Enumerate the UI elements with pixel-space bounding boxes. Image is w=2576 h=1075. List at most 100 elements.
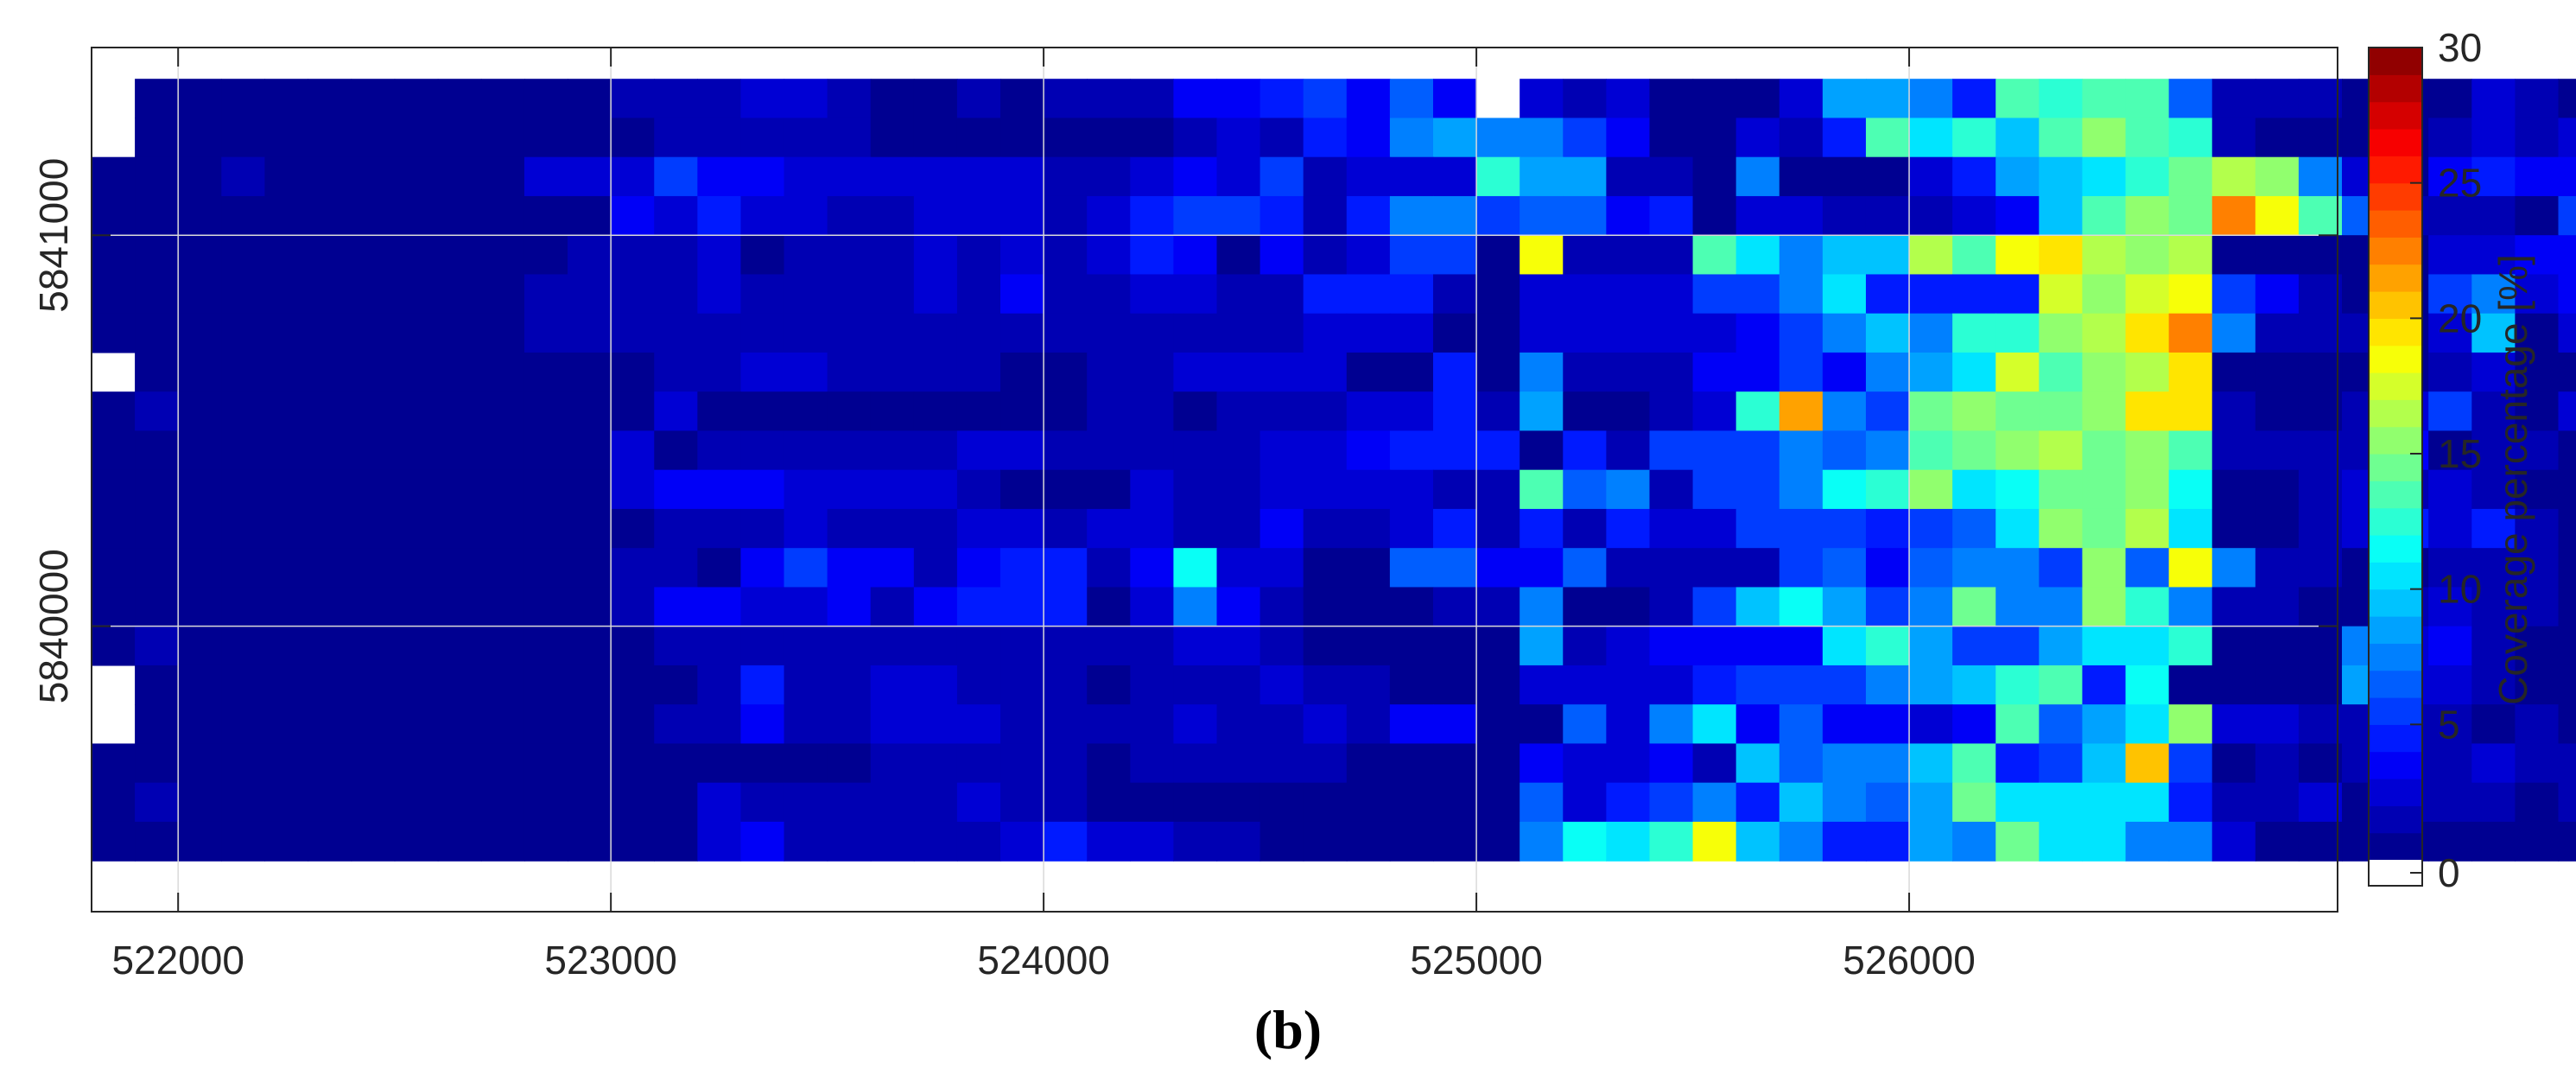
heatmap-cell bbox=[2168, 469, 2213, 510]
heatmap-cell bbox=[1865, 548, 1910, 588]
heatmap-cell bbox=[1346, 195, 1391, 236]
heatmap-cell bbox=[1779, 743, 1824, 784]
heatmap-cell bbox=[2168, 391, 2213, 432]
heatmap-cell bbox=[2515, 430, 2560, 471]
heatmap-cell bbox=[1735, 79, 1780, 119]
heatmap-cell bbox=[654, 156, 698, 197]
heatmap-cell bbox=[913, 469, 958, 510]
heatmap-cell bbox=[1303, 782, 1348, 823]
colorbar-frame bbox=[2368, 47, 2423, 887]
heatmap-cell bbox=[2211, 821, 2256, 862]
heatmap-cell bbox=[1087, 548, 1131, 588]
heatmap-cell bbox=[1044, 665, 1088, 705]
heatmap-cell bbox=[1303, 704, 1348, 745]
heatmap-cell bbox=[913, 313, 958, 353]
heatmap-cell bbox=[351, 79, 396, 119]
heatmap-cell bbox=[654, 118, 698, 158]
heatmap-cell bbox=[913, 430, 958, 471]
heatmap-cell bbox=[351, 391, 396, 432]
heatmap-cell bbox=[1432, 391, 1477, 432]
heatmap-cell bbox=[2558, 391, 2576, 432]
heatmap-cell bbox=[1044, 587, 1088, 627]
heatmap-cell bbox=[1000, 743, 1044, 784]
heatmap-cell bbox=[1000, 548, 1044, 588]
heatmap-cell bbox=[2211, 313, 2256, 353]
heatmap-cell bbox=[1649, 587, 1694, 627]
heatmap-cell bbox=[2211, 352, 2256, 392]
heatmap-cell bbox=[740, 626, 785, 666]
heatmap-cell bbox=[1476, 626, 1520, 666]
heatmap-cell bbox=[827, 626, 872, 666]
colorbar-swatch bbox=[2369, 399, 2422, 428]
heatmap-cell bbox=[2471, 156, 2516, 197]
heatmap-cell bbox=[523, 79, 568, 119]
heatmap-cell bbox=[2255, 430, 2300, 471]
heatmap-cell bbox=[2039, 782, 2084, 823]
heatmap-cell bbox=[913, 548, 958, 588]
heatmap-cell bbox=[1389, 743, 1434, 784]
heatmap-cell bbox=[135, 548, 179, 588]
heatmap-cell bbox=[221, 587, 265, 627]
heatmap-cell bbox=[870, 704, 915, 745]
heatmap-cell bbox=[523, 782, 568, 823]
heatmap-cell bbox=[568, 313, 612, 353]
heatmap-cell bbox=[1389, 391, 1434, 432]
heatmap-cell bbox=[1909, 587, 1953, 627]
heatmap-cell bbox=[1822, 704, 1867, 745]
heatmap-cell bbox=[1346, 79, 1391, 119]
heatmap-cell bbox=[92, 508, 136, 549]
heatmap-cell bbox=[740, 587, 785, 627]
heatmap-cell bbox=[178, 274, 222, 315]
heatmap-cell bbox=[308, 235, 352, 276]
heatmap-cell bbox=[178, 508, 222, 549]
heatmap-cell bbox=[913, 743, 958, 784]
heatmap-cell bbox=[2125, 821, 2170, 862]
heatmap-cell bbox=[740, 665, 785, 705]
heatmap-cell bbox=[1216, 430, 1261, 471]
heatmap-cell bbox=[178, 469, 222, 510]
heatmap-cell bbox=[1130, 235, 1175, 276]
heatmap-cell bbox=[740, 782, 785, 823]
heatmap-cell bbox=[2558, 587, 2576, 627]
heatmap-cell bbox=[2558, 352, 2576, 392]
heatmap-cell bbox=[1259, 821, 1304, 862]
heatmap-cell bbox=[611, 821, 655, 862]
heatmap-cell bbox=[1995, 195, 2040, 236]
heatmap-cell bbox=[1432, 821, 1477, 862]
heatmap-cell bbox=[1044, 469, 1088, 510]
colorbar-swatch bbox=[2369, 588, 2422, 617]
heatmap-cell bbox=[1087, 626, 1131, 666]
heatmap-cell bbox=[1779, 430, 1824, 471]
heatmap-cell bbox=[2515, 782, 2560, 823]
heatmap-cell bbox=[568, 704, 612, 745]
heatmap-cell bbox=[351, 587, 396, 627]
heatmap-cell bbox=[2211, 118, 2256, 158]
heatmap-cell bbox=[2255, 118, 2300, 158]
heatmap-cell bbox=[827, 704, 872, 745]
heatmap-cell bbox=[1822, 313, 1867, 353]
heatmap-cell bbox=[308, 195, 352, 236]
heatmap-cell bbox=[1735, 156, 1780, 197]
heatmap-cell bbox=[611, 508, 655, 549]
heatmap-cell bbox=[1822, 391, 1867, 432]
heatmap-cell bbox=[1044, 743, 1088, 784]
heatmap-cell bbox=[611, 195, 655, 236]
heatmap-cell bbox=[1389, 156, 1434, 197]
heatmap-cells bbox=[92, 79, 2576, 862]
heatmap-cell bbox=[1346, 235, 1391, 276]
heatmap-cell bbox=[1173, 274, 1218, 315]
heatmap-cell bbox=[1735, 352, 1780, 392]
heatmap-cell bbox=[1000, 313, 1044, 353]
heatmap-cell bbox=[2471, 391, 2516, 432]
heatmap-cell bbox=[870, 195, 915, 236]
heatmap-cell bbox=[1130, 195, 1175, 236]
heatmap-cell bbox=[2428, 118, 2472, 158]
heatmap-cell bbox=[1606, 508, 1651, 549]
heatmap-cell bbox=[827, 587, 872, 627]
heatmap-cell bbox=[1865, 469, 1910, 510]
heatmap-cell bbox=[1779, 782, 1824, 823]
heatmap-cell bbox=[1995, 274, 2040, 315]
heatmap-cell bbox=[1952, 235, 1996, 276]
heatmap-cell bbox=[480, 704, 525, 745]
heatmap-cell bbox=[394, 391, 439, 432]
